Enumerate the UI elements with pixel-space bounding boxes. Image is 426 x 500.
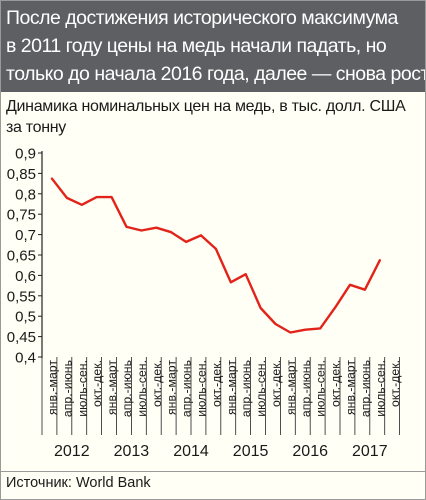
x-category-label: июль-сен. [135,360,149,417]
chart-subtitle: Динамика номинальных цен на медь, в тыс.… [6,96,420,138]
x-category-label: янв.-март [284,360,298,415]
x-category-label: янв.-март [46,360,60,415]
headline-line-2: в 2011 году цены на медь начали падать, … [6,35,387,57]
x-category-label: апр.-июнь [358,360,372,417]
y-tick-label: 0,45 [7,329,36,346]
y-tick-label: 0,5 [15,309,36,326]
x-category-label: апр.-июнь [299,360,313,417]
y-tick-label: 0,6 [15,268,36,285]
x-category-label: янв.-март [224,360,238,415]
header-banner: После достижения исторического максимума… [0,0,426,92]
x-category-label: окт.-дек. [388,360,402,407]
x-category-label: июль-сен. [373,360,387,417]
x-category-label: окт.-дек. [150,360,164,407]
x-category-label: янв.-март [344,360,358,415]
chart-headline: После достижения исторического максимума… [6,4,426,88]
x-category-label: янв.-март [105,360,119,415]
x-category-label: окт.-дек. [90,360,104,407]
y-tick-label: 0,7 [15,227,36,244]
x-category-label: апр.-июнь [239,360,253,417]
y-tick-label: 0,4 [15,350,36,367]
x-category-label: июль-сен. [195,360,209,417]
x-category-label: янв.-март [165,360,179,415]
x-category-label: июль-сен. [314,360,328,417]
x-category-label: июль-сен. [254,360,268,417]
x-category-label: апр.-июнь [60,360,74,417]
x-category-label: июль-сен. [75,360,89,417]
x-category-label: апр.-июнь [120,360,134,417]
y-tick-label: 0,75 [7,207,36,224]
y-tick-label: 0,65 [7,248,36,265]
year-label: 2012 [54,443,90,460]
x-category-label: апр.-июнь [180,360,194,417]
year-labels: 2012 2013 2014 2015 2016 2017 [54,443,388,460]
headline-line-3: только до начала 2016 года, далее — снов… [6,63,426,85]
headline-line-1: После достижения исторического максимума [6,7,398,29]
x-category-label: окт.-дек. [329,360,343,407]
y-tick-label: 0,55 [7,288,36,305]
y-tick-label: 0,85 [7,166,36,183]
subtitle-line-1: Динамика номинальных цен на медь, в тыс.… [6,98,406,115]
x-category-label: окт.-дек. [269,360,283,407]
x-axis-labels: янв.-март апр.-июнь июль-сен. окт.-дек. янв.… [41,357,402,435]
year-label: 2017 [352,443,388,460]
x-category-label: окт.-дек. [209,360,223,407]
source-divider [0,471,426,472]
y-tick-label: 0,8 [15,186,36,203]
year-label: 2014 [173,443,209,460]
year-label: 2013 [114,443,150,460]
y-axis-ticks: 0,4 0,45 0,5 0,55 0,6 0,65 0,7 0,75 0,8 0,85 0,9 [7,146,42,367]
year-label: 2016 [292,443,328,460]
source-note: Источник: World Bank [6,475,151,491]
year-label: 2015 [233,443,269,460]
y-tick-label: 0,9 [15,146,36,163]
subtitle-line-2: за тонну [6,119,66,136]
copper-price-line [50,177,381,334]
